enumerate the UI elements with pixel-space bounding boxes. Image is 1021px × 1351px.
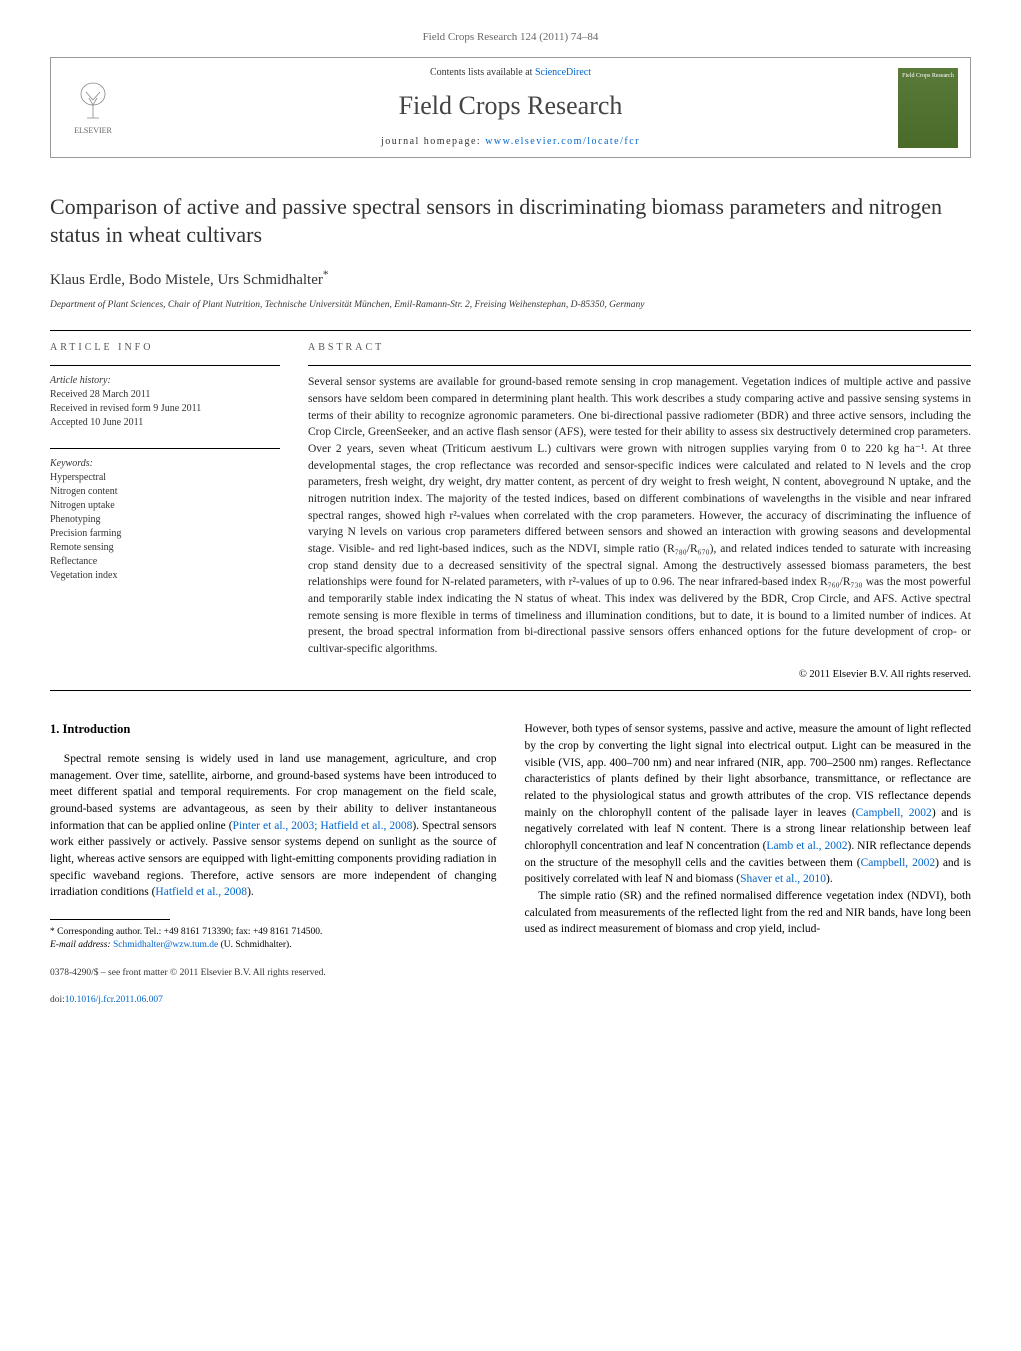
keyword: Nitrogen content: [50, 485, 280, 499]
abstract-column: abstract Several sensor systems are avai…: [308, 341, 971, 682]
received-date: Received 28 March 2011: [50, 388, 280, 402]
footnote-rule: [50, 919, 170, 920]
intro-paragraph-1: Spectral remote sensing is widely used i…: [50, 751, 497, 901]
citation-link[interactable]: Pinter et al., 2003; Hatfield et al., 20…: [233, 820, 413, 832]
email-label: E-mail address:: [50, 940, 113, 950]
citation-link[interactable]: Lamb et al., 2002: [766, 840, 847, 852]
info-divider-2: [50, 448, 280, 449]
cover-label: Field Crops Research: [902, 72, 954, 80]
divider-top: [50, 330, 971, 331]
divider-bottom: [50, 690, 971, 691]
doi-link[interactable]: 10.1016/j.fcr.2011.06.007: [65, 995, 163, 1005]
body-column-left: 1. Introduction Spectral remote sensing …: [50, 721, 497, 1007]
p-text: However, both types of sensor systems, p…: [525, 723, 972, 818]
citation-link[interactable]: Campbell, 2002: [861, 857, 936, 869]
journal-header: ELSEVIER Contents lists available at Sci…: [50, 57, 971, 157]
keyword: Precision farming: [50, 527, 280, 541]
abstract-divider: [308, 365, 971, 366]
header-center: Contents lists available at ScienceDirec…: [123, 66, 898, 148]
keyword: Phenotyping: [50, 513, 280, 527]
author-list: Klaus Erdle, Bodo Mistele, Urs Schmidhal…: [50, 268, 971, 291]
body-columns: 1. Introduction Spectral remote sensing …: [50, 721, 971, 1007]
section-heading-intro: 1. Introduction: [50, 721, 497, 739]
abstract-label: abstract: [308, 341, 971, 355]
section-number: 1.: [50, 722, 59, 736]
journal-homepage-link[interactable]: www.elsevier.com/locate/fcr: [485, 136, 640, 147]
authors-text: Klaus Erdle, Bodo Mistele, Urs Schmidhal…: [50, 272, 323, 288]
accepted-date: Accepted 10 June 2011: [50, 416, 280, 430]
contents-available-line: Contents lists available at ScienceDirec…: [123, 66, 898, 80]
article-title: Comparison of active and passive spectra…: [50, 193, 971, 250]
p-text: ).: [826, 873, 833, 885]
email-suffix: (U. Schmidhalter).: [218, 940, 291, 950]
journal-homepage-line: journal homepage: www.elsevier.com/locat…: [123, 135, 898, 149]
journal-cover-thumbnail: Field Crops Research: [898, 68, 958, 148]
sciencedirect-link[interactable]: ScienceDirect: [535, 67, 591, 78]
history-header: Article history:: [50, 374, 280, 388]
info-abstract-row: article info Article history: Received 2…: [50, 341, 971, 682]
keyword: Hyperspectral: [50, 471, 280, 485]
abstract-copyright: © 2011 Elsevier B.V. All rights reserved…: [308, 668, 971, 683]
article-info-column: article info Article history: Received 2…: [50, 341, 280, 682]
corr-author-contact: * Corresponding author. Tel.: +49 8161 7…: [50, 926, 497, 939]
contents-prefix: Contents lists available at: [430, 67, 535, 78]
article-info-label: article info: [50, 341, 280, 355]
journal-name: Field Crops Research: [123, 88, 898, 124]
affiliation: Department of Plant Sciences, Chair of P…: [50, 299, 971, 312]
citation-link[interactable]: Shaver et al., 2010: [740, 873, 826, 885]
abstract-text: Several sensor systems are available for…: [308, 374, 971, 657]
journal-reference: Field Crops Research 124 (2011) 74–84: [50, 30, 971, 45]
keyword: Nitrogen uptake: [50, 499, 280, 513]
issn-copyright-line: 0378-4290/$ – see front matter © 2011 El…: [50, 967, 497, 980]
keywords-header: Keywords:: [50, 457, 280, 471]
corresponding-author-footnote: * Corresponding author. Tel.: +49 8161 7…: [50, 926, 497, 953]
keyword: Reflectance: [50, 555, 280, 569]
email-link[interactable]: Schmidhalter@wzw.tum.de: [113, 940, 218, 950]
publisher-label: ELSEVIER: [74, 125, 112, 136]
publisher-logo: ELSEVIER: [63, 73, 123, 143]
citation-link[interactable]: Campbell, 2002: [856, 807, 932, 819]
p1-text-c: ).: [247, 886, 254, 898]
keyword: Remote sensing: [50, 541, 280, 555]
keywords-block: Keywords: Hyperspectral Nitrogen content…: [50, 457, 280, 583]
intro-paragraph-col2-2: The simple ratio (SR) and the refined no…: [525, 888, 972, 938]
doi-prefix: doi:: [50, 995, 65, 1005]
revised-date: Received in revised form 9 June 2011: [50, 402, 280, 416]
body-column-right: However, both types of sensor systems, p…: [525, 721, 972, 1007]
article-history: Article history: Received 28 March 2011 …: [50, 374, 280, 430]
homepage-prefix: journal homepage:: [381, 136, 485, 147]
doi-line: doi:10.1016/j.fcr.2011.06.007: [50, 994, 497, 1007]
citation-link[interactable]: Hatfield et al., 2008: [155, 886, 247, 898]
intro-paragraph-col2-1: However, both types of sensor systems, p…: [525, 721, 972, 888]
elsevier-tree-icon: [73, 78, 113, 123]
keyword: Vegetation index: [50, 569, 280, 583]
section-title: Introduction: [63, 722, 131, 736]
info-divider-1: [50, 365, 280, 366]
email-line: E-mail address: Schmidhalter@wzw.tum.de …: [50, 939, 497, 952]
corresponding-marker: *: [323, 269, 329, 281]
